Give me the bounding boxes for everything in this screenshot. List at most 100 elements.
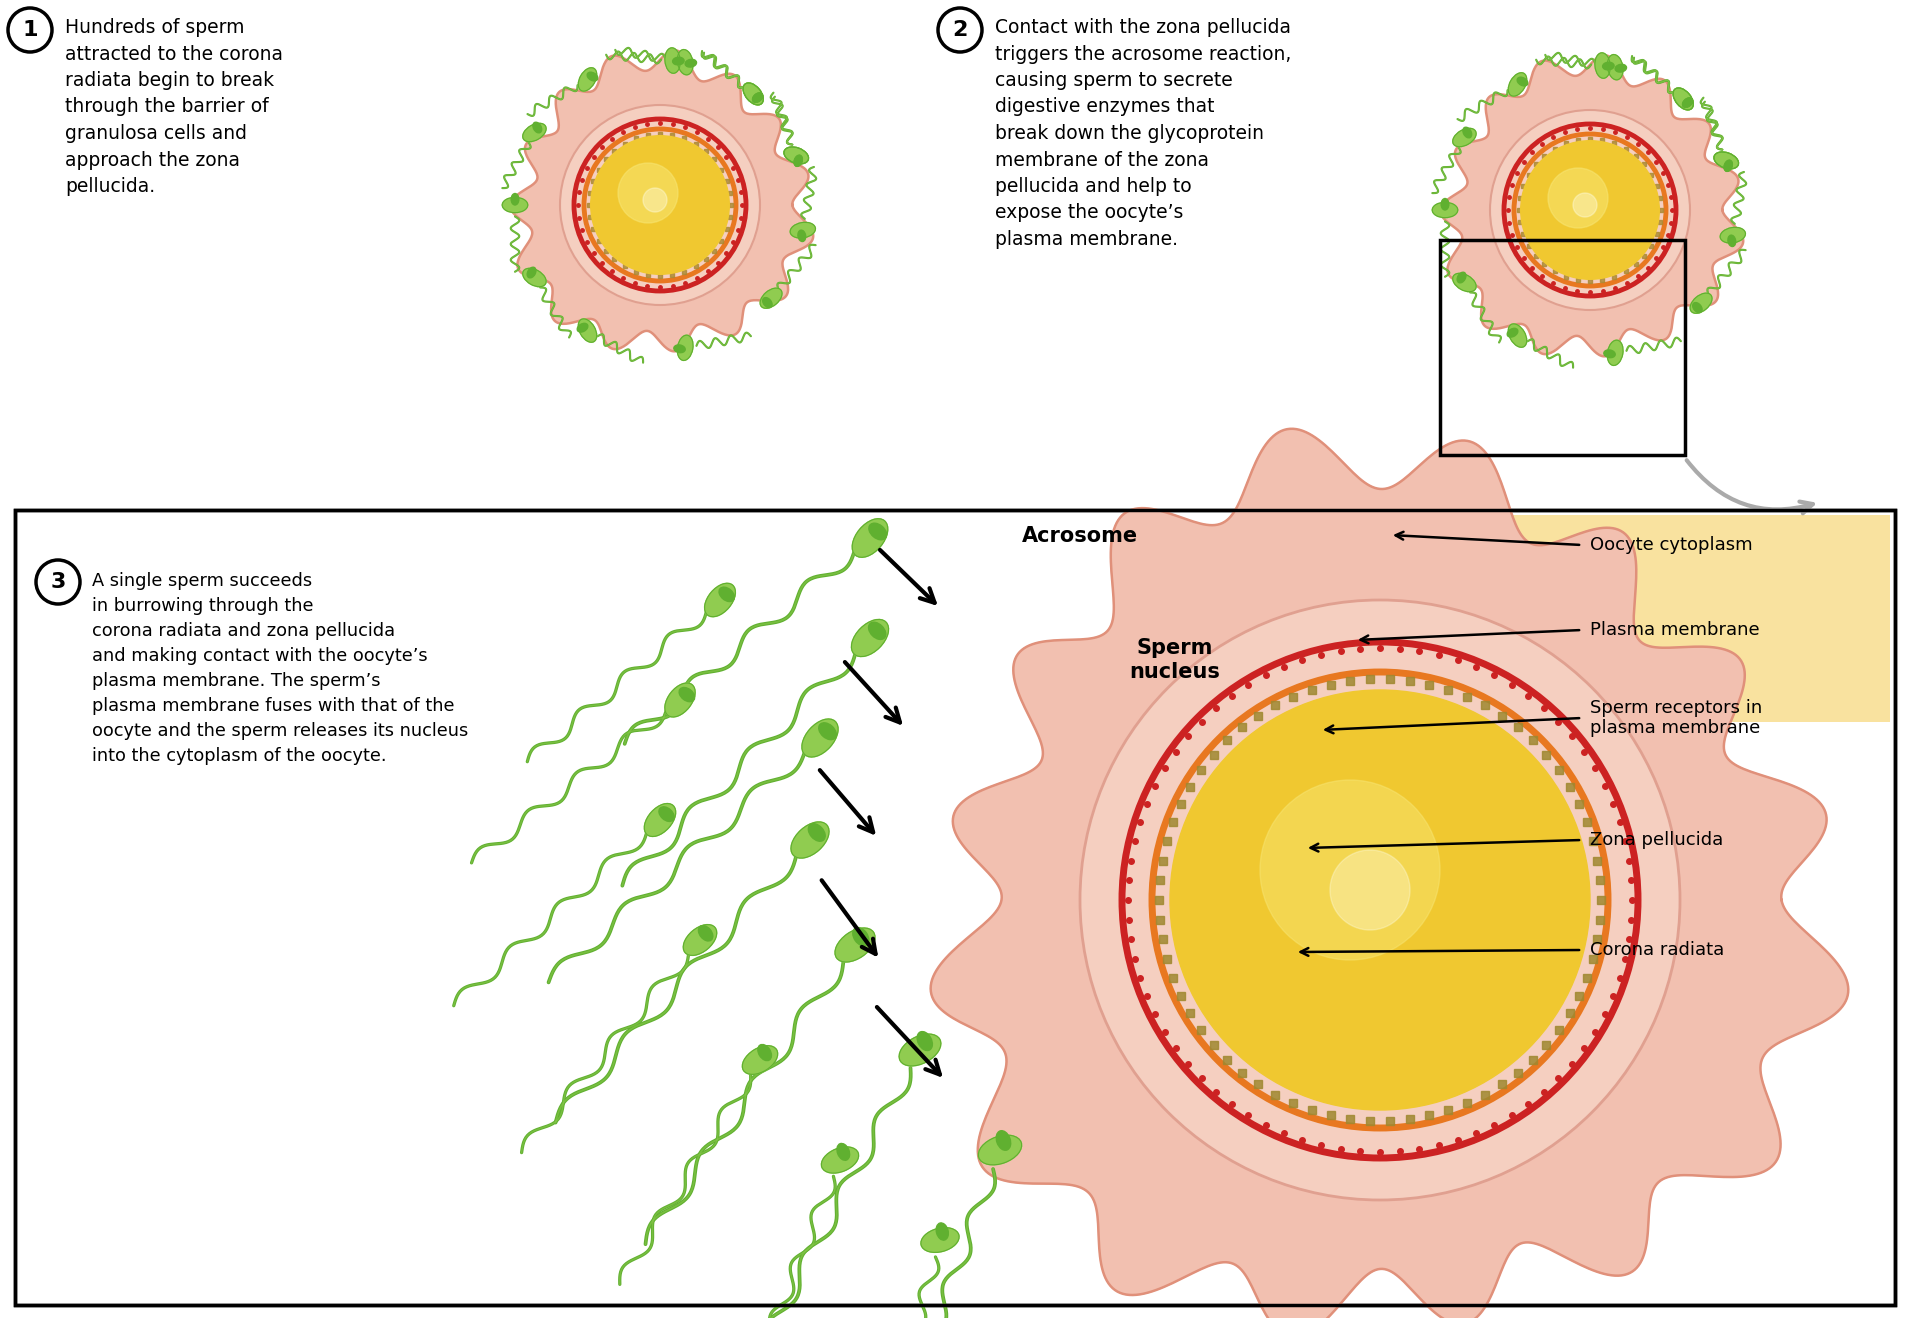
Ellipse shape — [644, 804, 676, 837]
Circle shape — [560, 105, 760, 304]
Ellipse shape — [1446, 1116, 1486, 1169]
Ellipse shape — [1721, 227, 1746, 243]
Ellipse shape — [680, 688, 695, 701]
Text: Oocyte cytoplasm: Oocyte cytoplasm — [1589, 536, 1753, 554]
Ellipse shape — [579, 319, 596, 343]
Ellipse shape — [1612, 132, 1625, 145]
Ellipse shape — [1169, 1064, 1220, 1107]
Ellipse shape — [1509, 72, 1526, 96]
Ellipse shape — [699, 925, 712, 941]
Ellipse shape — [852, 619, 888, 656]
Ellipse shape — [936, 1223, 949, 1240]
Ellipse shape — [1188, 675, 1230, 726]
Ellipse shape — [678, 50, 693, 75]
Ellipse shape — [678, 335, 693, 360]
Ellipse shape — [577, 323, 588, 332]
Ellipse shape — [808, 824, 825, 841]
Ellipse shape — [1509, 324, 1526, 347]
Ellipse shape — [718, 587, 735, 601]
Ellipse shape — [1612, 269, 1625, 285]
Text: Contact with the zona pellucida
triggers the acrosome reaction,
causing sperm to: Contact with the zona pellucida triggers… — [995, 18, 1291, 249]
Ellipse shape — [1595, 53, 1610, 78]
Ellipse shape — [1457, 273, 1467, 283]
Circle shape — [1574, 192, 1597, 217]
Ellipse shape — [1331, 623, 1371, 675]
Ellipse shape — [900, 1035, 942, 1066]
Ellipse shape — [684, 925, 716, 956]
Circle shape — [1547, 167, 1608, 228]
Bar — [15, 510, 1895, 1305]
Ellipse shape — [1507, 328, 1518, 337]
Polygon shape — [510, 50, 814, 352]
Ellipse shape — [1635, 152, 1650, 163]
Ellipse shape — [798, 231, 806, 241]
Ellipse shape — [795, 156, 802, 166]
Ellipse shape — [837, 1144, 850, 1160]
Ellipse shape — [760, 289, 781, 308]
Ellipse shape — [523, 124, 546, 142]
Ellipse shape — [1713, 152, 1738, 169]
Ellipse shape — [1517, 78, 1528, 86]
Ellipse shape — [1729, 235, 1736, 246]
Ellipse shape — [869, 622, 886, 639]
Ellipse shape — [1511, 185, 1526, 198]
Ellipse shape — [1530, 256, 1545, 269]
Circle shape — [1171, 691, 1589, 1110]
Ellipse shape — [791, 822, 829, 858]
Ellipse shape — [997, 1131, 1010, 1151]
Ellipse shape — [795, 156, 802, 166]
Ellipse shape — [1692, 303, 1702, 312]
Ellipse shape — [665, 47, 680, 74]
Ellipse shape — [523, 269, 546, 287]
Ellipse shape — [1555, 130, 1568, 146]
Circle shape — [1520, 140, 1660, 279]
Ellipse shape — [802, 720, 838, 757]
Text: Sperm
nucleus: Sperm nucleus — [1129, 638, 1220, 681]
Ellipse shape — [869, 523, 886, 540]
Ellipse shape — [819, 722, 837, 739]
Ellipse shape — [1442, 199, 1450, 210]
Ellipse shape — [1725, 161, 1732, 171]
Ellipse shape — [852, 519, 888, 558]
Ellipse shape — [1463, 128, 1473, 138]
Polygon shape — [1301, 515, 1891, 721]
Ellipse shape — [1140, 1008, 1192, 1048]
Ellipse shape — [665, 683, 695, 717]
Text: A single sperm succeeds
in burrowing through the
corona radiata and zona pelluci: A single sperm succeeds in burrowing thr… — [92, 572, 468, 764]
Ellipse shape — [1121, 821, 1171, 865]
Ellipse shape — [835, 928, 875, 962]
Circle shape — [590, 134, 730, 275]
Ellipse shape — [1329, 1108, 1373, 1159]
Ellipse shape — [686, 59, 697, 67]
Ellipse shape — [1597, 851, 1648, 892]
Ellipse shape — [1589, 921, 1639, 965]
Ellipse shape — [502, 198, 527, 212]
Ellipse shape — [753, 92, 762, 103]
Ellipse shape — [512, 194, 520, 206]
Bar — [1440, 240, 1685, 455]
Ellipse shape — [743, 83, 764, 105]
Text: Plasma membrane: Plasma membrane — [1589, 621, 1759, 639]
Ellipse shape — [1673, 88, 1694, 109]
Text: 3: 3 — [50, 572, 65, 592]
Ellipse shape — [1515, 237, 1532, 249]
Ellipse shape — [1564, 274, 1578, 289]
Ellipse shape — [1526, 693, 1576, 737]
Text: Corona radiata: Corona radiata — [1589, 941, 1725, 960]
Polygon shape — [930, 428, 1849, 1318]
Ellipse shape — [1637, 254, 1648, 270]
Ellipse shape — [783, 148, 808, 163]
Ellipse shape — [1690, 293, 1711, 314]
Ellipse shape — [579, 67, 596, 91]
Ellipse shape — [743, 1045, 777, 1074]
Ellipse shape — [791, 223, 816, 239]
Ellipse shape — [1725, 161, 1732, 171]
Text: Zona pellucida: Zona pellucida — [1589, 832, 1723, 849]
Ellipse shape — [1673, 88, 1694, 109]
Ellipse shape — [1432, 203, 1457, 217]
Ellipse shape — [1530, 1074, 1572, 1126]
Ellipse shape — [586, 72, 598, 80]
Ellipse shape — [743, 83, 764, 105]
Ellipse shape — [705, 584, 735, 617]
Polygon shape — [1440, 55, 1744, 356]
